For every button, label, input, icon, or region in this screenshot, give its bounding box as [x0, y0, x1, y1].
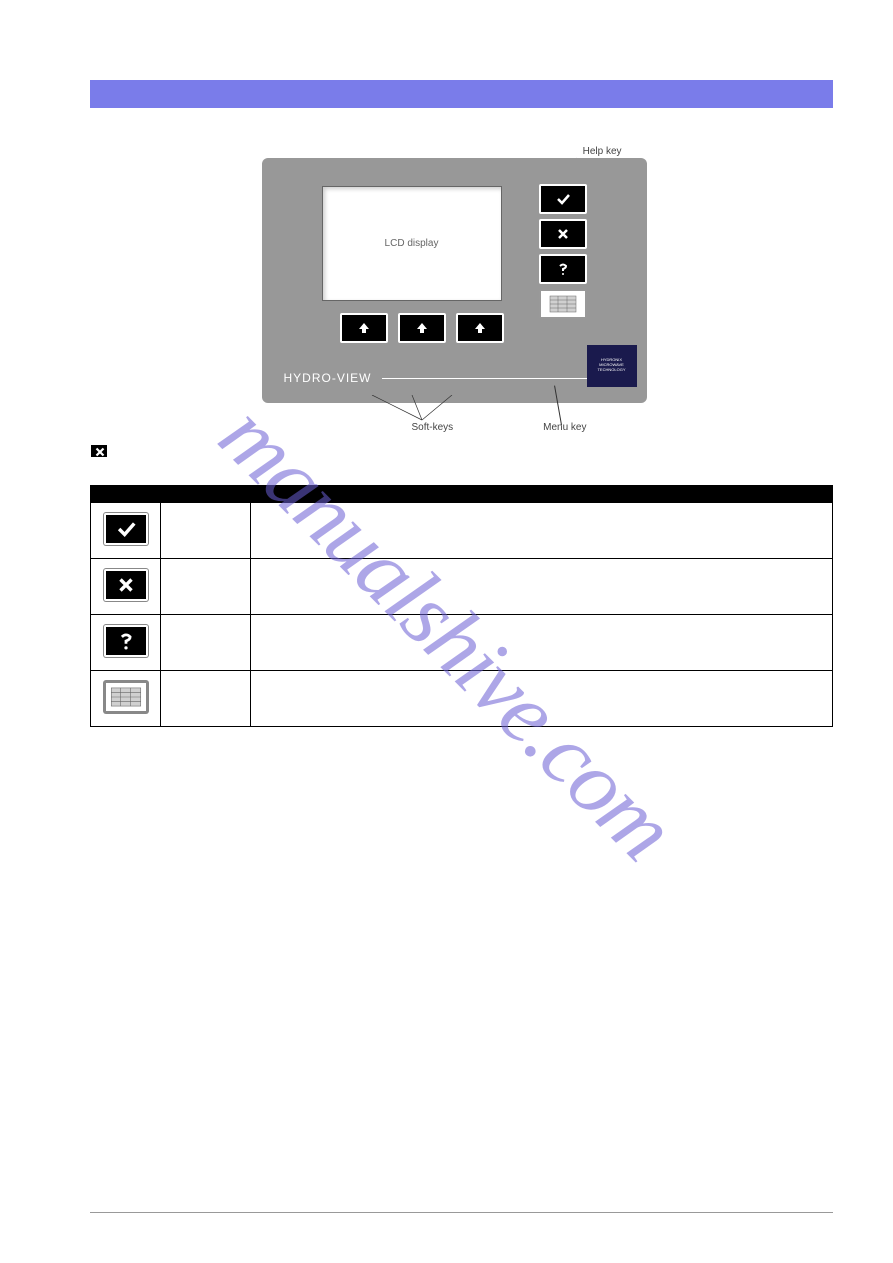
table-row	[91, 614, 833, 670]
table-question-icon	[104, 625, 148, 657]
arrow-up-icon	[470, 320, 490, 336]
table-cell-name	[161, 670, 251, 726]
device-diagram: Help key LCD display	[262, 158, 662, 403]
brand-label: HYDRO-VIEW	[284, 371, 372, 385]
table-cell-desc	[251, 614, 833, 670]
table-cell-desc	[251, 558, 833, 614]
body-paragraph-2	[90, 443, 833, 461]
table-cell-desc	[251, 502, 833, 558]
right-key-group	[539, 184, 587, 319]
check-key[interactable]	[539, 184, 587, 214]
menu-grid-icon	[548, 294, 578, 314]
x-icon	[553, 226, 573, 242]
check-icon	[553, 191, 573, 207]
arrow-up-icon	[412, 320, 432, 336]
key-reference-table	[90, 485, 833, 727]
table-check-icon	[104, 513, 148, 545]
table-cell-name	[161, 614, 251, 670]
inline-x-icon	[90, 444, 108, 458]
table-header-name	[161, 485, 251, 502]
brand-underline	[382, 378, 617, 379]
table-cell-name	[161, 502, 251, 558]
hydronix-badge: HYDRONIX MICROWAVE TECHNOLOGY	[587, 345, 637, 387]
menukey-callout-label: Menu key	[543, 422, 586, 433]
device-panel: LCD display	[262, 158, 647, 403]
soft-key-1[interactable]	[340, 313, 388, 343]
cancel-key[interactable]	[539, 219, 587, 249]
help-key-callout-label: Help key	[583, 146, 622, 157]
lcd-display: LCD display	[322, 186, 502, 301]
footer-rule	[90, 1212, 833, 1213]
soft-key-3[interactable]	[456, 313, 504, 343]
menu-key[interactable]	[539, 289, 587, 319]
table-cell-desc	[251, 670, 833, 726]
help-key[interactable]	[539, 254, 587, 284]
badge-line-3: TECHNOLOGY	[589, 367, 635, 372]
question-icon	[553, 261, 573, 277]
table-x-icon	[104, 569, 148, 601]
table-cell-name	[161, 558, 251, 614]
section-banner	[90, 80, 833, 108]
table-row	[91, 558, 833, 614]
table-header-desc	[251, 485, 833, 502]
table-menu-icon	[104, 681, 148, 713]
softkeys-callout-label: Soft-keys	[412, 422, 454, 433]
table-row	[91, 670, 833, 726]
page-content: Help key LCD display	[0, 0, 893, 767]
soft-key-2[interactable]	[398, 313, 446, 343]
softkey-callout-lines	[362, 395, 462, 425]
soft-keys-row	[340, 313, 504, 343]
table-row	[91, 502, 833, 558]
table-header-icon	[91, 485, 161, 502]
arrow-up-icon	[354, 320, 374, 336]
